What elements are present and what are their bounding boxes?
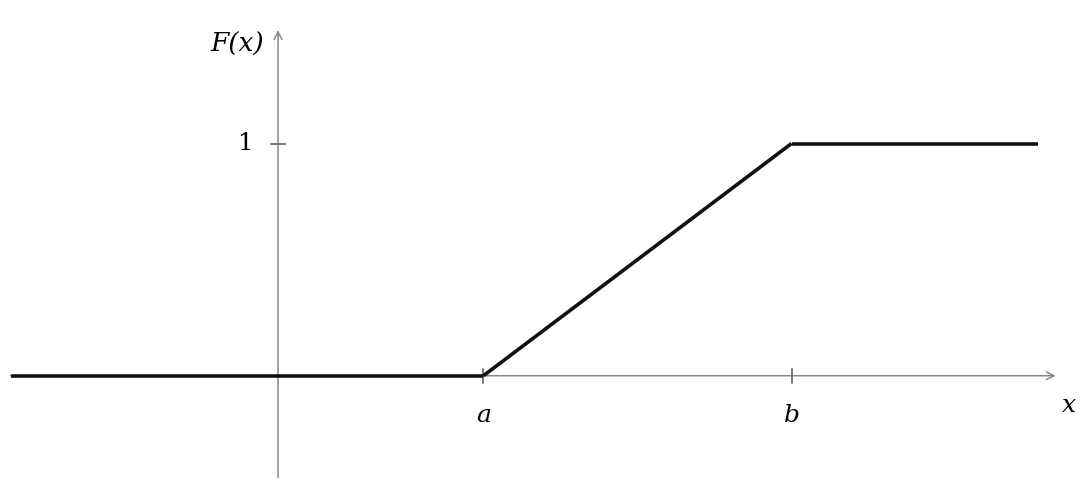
- Text: x: x: [1062, 394, 1076, 417]
- Text: 1: 1: [238, 132, 254, 155]
- Text: b: b: [784, 404, 800, 427]
- Text: F(x): F(x): [211, 32, 265, 57]
- Text: a: a: [476, 404, 491, 427]
